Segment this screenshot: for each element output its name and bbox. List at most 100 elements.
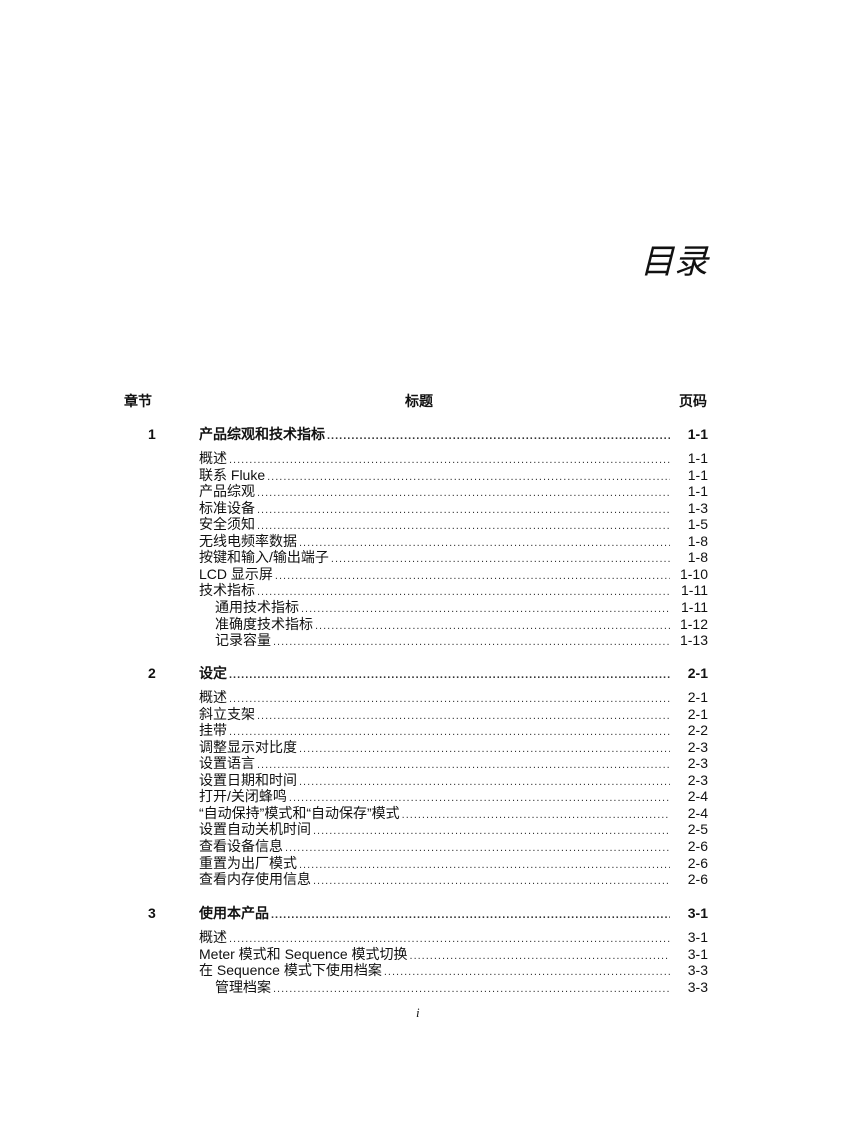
entry-page: 3-1 (687, 929, 708, 945)
entry-page: 1-13 (679, 632, 708, 649)
entry-title: 按键和输入/输出端子 (199, 549, 329, 566)
toc-entry[interactable]: 斜立支架 2-1 (199, 706, 708, 723)
toc-entry[interactable]: 打开/关闭蜂鸣 2-4 (199, 788, 708, 805)
entry-page: 2-3 (687, 771, 708, 788)
toc-entry[interactable]: “自动保持”模式和“自动保存”模式 2-4 (199, 805, 708, 822)
dot-leader (289, 791, 670, 805)
toc-entry[interactable]: LCD 显示屏 1-10 (199, 566, 708, 583)
dot-leader (327, 429, 670, 443)
header-page: 页码 (679, 393, 707, 409)
entry-page: 2-2 (687, 722, 708, 739)
entry-title: 联系 Fluke (199, 466, 266, 483)
toc-entry[interactable]: 查看内存使用信息 2-6 (199, 871, 708, 888)
header-heading: 标题 (405, 393, 433, 409)
dot-leader (257, 709, 670, 723)
toc-entry[interactable]: 标准设备 1-3 (199, 500, 708, 517)
dot-leader (229, 932, 670, 946)
dot-leader (299, 742, 670, 756)
dot-leader (275, 569, 670, 583)
dot-leader (257, 758, 670, 772)
dot-leader (229, 453, 670, 467)
entry-page: 1-1 (687, 426, 708, 442)
toc-entry[interactable]: 产品综观 1-1 (199, 483, 708, 500)
page-number: i (416, 1005, 420, 1020)
entry-title: 重置为出厂模式 (199, 854, 297, 871)
toc-entry[interactable]: 设置日期和时间 2-3 (199, 772, 708, 789)
entry-page: 2-1 (687, 689, 708, 705)
toc-entry[interactable]: 通用技术指标 1-11 (215, 599, 708, 616)
toc-entry[interactable]: 设置自动关机时间 2-5 (199, 821, 708, 838)
chapter-number: 1 (148, 426, 156, 442)
entry-title: 产品综观和技术指标 (199, 426, 325, 442)
dot-leader (271, 908, 670, 922)
toc-entry[interactable]: 概述 1-1 (199, 450, 708, 467)
entry-title: 记录容量 (215, 632, 271, 649)
entry-title: 使用本产品 (199, 905, 269, 921)
dot-leader (301, 602, 670, 616)
toc-entry[interactable]: 调整显示对比度 2-3 (199, 739, 708, 756)
toc-entry[interactable]: 按键和输入/输出端子 1-8 (199, 549, 708, 566)
entry-title: 安全须知 (199, 516, 255, 533)
entry-page: 3-1 (687, 905, 708, 921)
entry-page: 3-1 (687, 945, 708, 962)
entry-title: 技术指标 (199, 582, 255, 599)
dot-leader (257, 585, 670, 599)
entry-page: 1-8 (687, 549, 708, 566)
chapter-number: 2 (148, 665, 156, 681)
entry-title: LCD 显示屏 (199, 565, 273, 582)
toc-entry[interactable]: 查看设备信息 2-6 (199, 838, 708, 855)
toc-entry[interactable]: 管理档案 3-3 (215, 979, 708, 996)
entry-page: 2-3 (687, 755, 708, 772)
entry-title: 通用技术指标 (215, 598, 299, 615)
chapter-row[interactable]: 设定 2-1 (199, 665, 708, 682)
dot-leader (315, 619, 670, 633)
toc-entry[interactable]: Meter 模式和 Sequence 模式切换 3-1 (199, 946, 708, 963)
entry-title: 挂带 (199, 722, 227, 739)
entry-title: 设置语言 (199, 755, 255, 772)
entry-title: 斜立支架 (199, 705, 255, 722)
toc-entry[interactable]: 挂带 2-2 (199, 722, 708, 739)
toc-entry[interactable]: 无线电频率数据 1-8 (199, 533, 708, 550)
entry-page: 2-3 (687, 738, 708, 755)
dot-leader (273, 982, 670, 996)
toc-entry[interactable]: 设置语言 2-3 (199, 755, 708, 772)
dot-leader (331, 552, 670, 566)
entry-title: 在 Sequence 模式下使用档案 (199, 962, 382, 979)
entry-page: 2-5 (687, 821, 708, 838)
entry-title: 标准设备 (199, 499, 255, 516)
dot-leader (410, 949, 670, 963)
dot-leader (299, 858, 670, 872)
entry-page: 1-10 (679, 565, 708, 582)
dot-leader (384, 965, 670, 979)
header-chapter: 章节 (124, 393, 152, 409)
toc-entry[interactable]: 记录容量 1-13 (215, 632, 708, 649)
toc-entry[interactable]: 技术指标 1-11 (199, 582, 708, 599)
dot-leader (229, 668, 670, 682)
toc-entry[interactable]: 概述 2-1 (199, 689, 708, 706)
entry-title: 概述 (199, 929, 227, 945)
toc-entry[interactable]: 重置为出厂模式 2-6 (199, 855, 708, 872)
toc-entry[interactable]: 概述 3-1 (199, 929, 708, 946)
entry-title: 调整显示对比度 (199, 738, 297, 755)
entry-title: 查看设备信息 (199, 837, 283, 854)
entry-page: 1-11 (681, 598, 708, 615)
dot-leader (273, 635, 670, 649)
entry-page: 2-6 (687, 871, 708, 888)
entry-page: 2-6 (687, 854, 708, 871)
entry-title: 设置日期和时间 (199, 771, 297, 788)
dot-leader (267, 470, 670, 484)
chapter-row[interactable]: 使用本产品 3-1 (199, 905, 708, 922)
entry-title: 设定 (199, 665, 227, 681)
entry-page: 2-4 (687, 788, 708, 805)
toc-entry[interactable]: 安全须知 1-5 (199, 516, 708, 533)
toc-entry[interactable]: 在 Sequence 模式下使用档案 3-3 (199, 962, 708, 979)
entry-page: 1-8 (687, 532, 708, 549)
entry-title: 无线电频率数据 (199, 532, 297, 549)
chapter-number: 3 (148, 905, 156, 921)
entry-title: Meter 模式和 Sequence 模式切换 (199, 945, 408, 962)
chapter-row[interactable]: 产品综观和技术指标 1-1 (199, 426, 708, 443)
toc-entry[interactable]: 联系 Fluke 1-1 (199, 467, 708, 484)
entry-title: “自动保持”模式和“自动保存”模式 (199, 804, 400, 821)
dot-leader (402, 808, 670, 822)
toc-entry[interactable]: 准确度技术指标 1-12 (215, 616, 708, 633)
